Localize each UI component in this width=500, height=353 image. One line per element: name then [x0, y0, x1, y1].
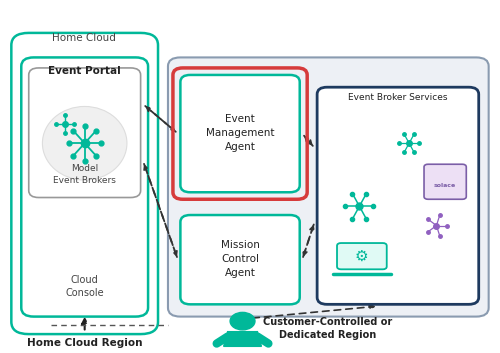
FancyBboxPatch shape [424, 164, 467, 199]
FancyBboxPatch shape [317, 87, 478, 304]
FancyBboxPatch shape [168, 58, 488, 317]
FancyBboxPatch shape [28, 68, 140, 198]
Text: Event Portal: Event Portal [48, 66, 121, 77]
FancyBboxPatch shape [180, 75, 300, 192]
FancyBboxPatch shape [22, 58, 148, 317]
Text: Event
Management
Agent: Event Management Agent [206, 114, 274, 152]
FancyBboxPatch shape [12, 33, 158, 334]
Text: Cloud
Console: Cloud Console [65, 275, 104, 298]
FancyBboxPatch shape [180, 215, 300, 304]
Ellipse shape [42, 107, 127, 180]
Text: Home Cloud Region: Home Cloud Region [26, 338, 142, 348]
Text: Customer-Controlled or
Dedicated Region: Customer-Controlled or Dedicated Region [264, 317, 392, 340]
Text: Model
Event Brokers: Model Event Brokers [53, 164, 116, 185]
Polygon shape [224, 332, 262, 346]
Text: Mission
Control
Agent: Mission Control Agent [220, 240, 260, 278]
Text: Home Cloud: Home Cloud [52, 33, 116, 43]
FancyBboxPatch shape [337, 243, 386, 269]
Circle shape [230, 312, 255, 330]
Text: Event Broker Services: Event Broker Services [348, 93, 448, 102]
Text: solace: solace [434, 184, 456, 189]
Text: ⚙: ⚙ [355, 249, 368, 264]
